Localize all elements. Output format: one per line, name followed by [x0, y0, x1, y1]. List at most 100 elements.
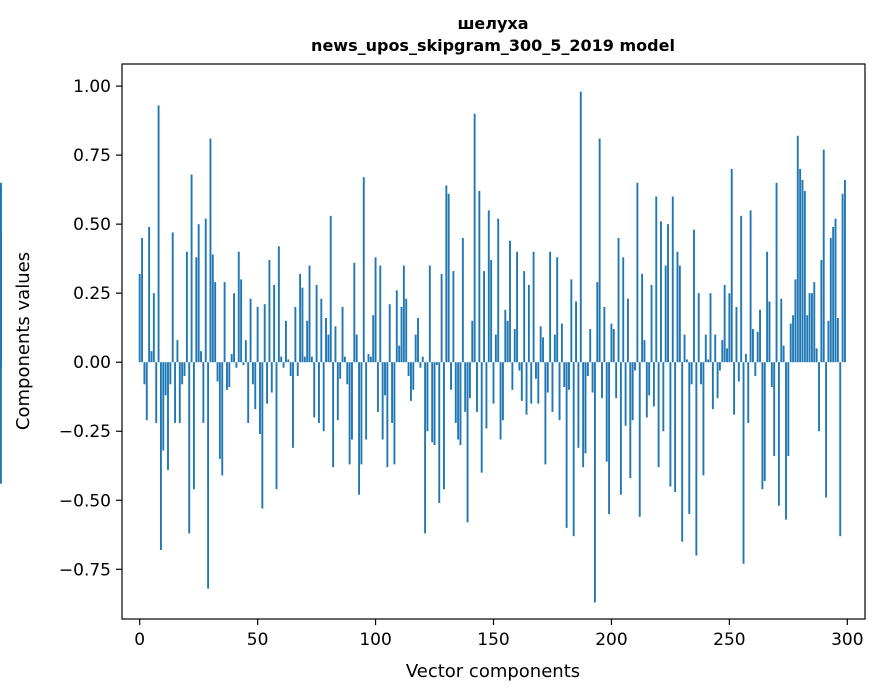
- bar: [516, 251, 519, 363]
- bar: [178, 362, 181, 423]
- bar: [662, 362, 665, 432]
- bar: [520, 362, 523, 401]
- bar: [641, 273, 644, 363]
- bar: [294, 306, 297, 363]
- bar: [681, 362, 684, 542]
- bar: [398, 345, 401, 363]
- plot-frame: [121, 63, 866, 620]
- bar: [155, 362, 158, 423]
- bar: [405, 298, 408, 363]
- bar: [836, 318, 839, 363]
- bar: [176, 340, 179, 363]
- bar: [700, 362, 703, 385]
- bar: [756, 331, 759, 363]
- bar: [546, 362, 549, 393]
- bar: [247, 362, 250, 423]
- bar: [197, 224, 200, 363]
- bar: [152, 293, 155, 363]
- y-axis-label: Components values: [13, 252, 34, 430]
- bar: [825, 362, 828, 498]
- bar: [296, 362, 299, 377]
- bar: [332, 362, 335, 468]
- bars-group: [0, 91, 846, 603]
- bar: [214, 282, 217, 363]
- bar: [164, 362, 167, 396]
- bar: [327, 334, 330, 363]
- bar: [740, 215, 743, 363]
- bar: [768, 301, 771, 363]
- bar: [419, 362, 422, 368]
- bar: [617, 237, 620, 363]
- bar: [275, 362, 278, 490]
- y-tick-label: 0.25: [73, 284, 111, 304]
- bar: [742, 362, 745, 564]
- bar: [251, 362, 254, 385]
- bar: [159, 362, 162, 550]
- bar: [690, 362, 693, 385]
- bar: [511, 362, 514, 390]
- bar: [674, 362, 677, 492]
- bar: [407, 362, 410, 377]
- bar: [808, 293, 811, 363]
- bar: [615, 362, 618, 399]
- y-tick-label: −0.50: [59, 491, 111, 511]
- bar: [329, 215, 332, 363]
- bar: [603, 306, 606, 363]
- bar: [249, 298, 252, 363]
- bar: [780, 298, 783, 363]
- bar: [348, 362, 351, 465]
- y-tick-label: −0.25: [59, 422, 111, 442]
- bar: [627, 298, 629, 363]
- bar: [471, 320, 474, 363]
- bar: [744, 353, 747, 363]
- bar: [287, 359, 290, 363]
- bar: [268, 260, 271, 363]
- bar: [601, 362, 603, 399]
- bar: [393, 362, 396, 465]
- bar: [669, 362, 672, 487]
- bar: [648, 362, 651, 396]
- bar: [351, 362, 353, 440]
- x-tick-label: 250: [713, 630, 745, 650]
- bar: [513, 329, 516, 363]
- bar: [209, 138, 212, 363]
- bar: [652, 362, 655, 407]
- bar: [678, 265, 681, 363]
- bar: [334, 326, 337, 363]
- bar: [402, 265, 405, 363]
- bar: [216, 362, 219, 382]
- bar: [464, 362, 467, 412]
- bar: [525, 362, 528, 415]
- bar: [759, 309, 761, 363]
- bar: [726, 348, 728, 363]
- bar: [372, 315, 375, 363]
- bar: [624, 362, 627, 426]
- bar: [379, 265, 382, 363]
- bar: [318, 362, 320, 423]
- x-tick-label: 50: [247, 630, 269, 650]
- bar: [796, 135, 799, 363]
- bar: [263, 304, 266, 363]
- bar: [443, 362, 445, 490]
- bar: [148, 226, 151, 363]
- bar: [339, 362, 342, 379]
- bar: [322, 362, 325, 432]
- bar: [718, 362, 721, 371]
- bar: [171, 232, 174, 363]
- bar: [558, 362, 561, 421]
- bar: [386, 362, 389, 468]
- bar: [509, 240, 511, 363]
- bar: [447, 193, 450, 363]
- bar: [145, 362, 148, 421]
- x-tick-label: 150: [477, 630, 509, 650]
- bar: [254, 362, 257, 410]
- bar: [365, 362, 368, 440]
- bar: [235, 362, 238, 368]
- bar: [728, 293, 731, 363]
- bar: [549, 251, 552, 363]
- bar: [518, 362, 521, 371]
- bar: [480, 362, 483, 473]
- bar: [211, 254, 214, 363]
- y-tick-label: 0.75: [73, 146, 111, 166]
- bar: [320, 298, 323, 363]
